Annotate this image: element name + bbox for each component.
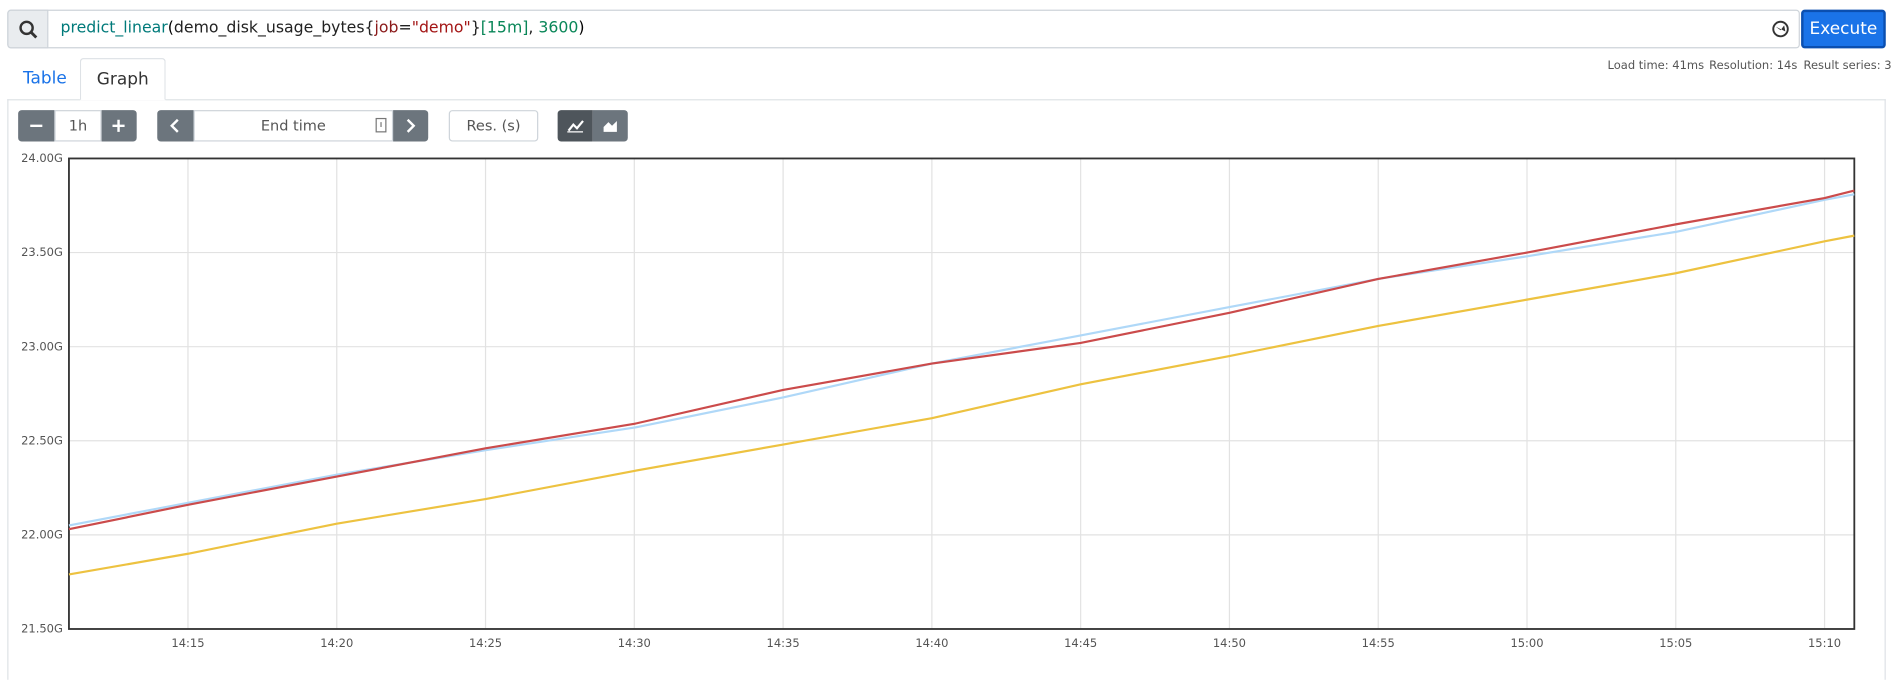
x-tick-label: 15:00: [1510, 636, 1543, 650]
query-token: "demo": [411, 19, 471, 38]
resolution-input[interactable]: Res. (s): [448, 110, 539, 142]
search-icon: [7, 9, 49, 49]
stacked-toggle[interactable]: [592, 110, 628, 142]
x-tick-label: 14:25: [469, 636, 502, 650]
query-input[interactable]: predict_linear(demo_disk_usage_bytes{job…: [60, 10, 584, 49]
tab[interactable]: Table: [22, 68, 67, 89]
chart: 21.50G 22.00G 22.50G 23.00G 23.50G 24.00G 14:1…: [21, 151, 1856, 650]
x-tick-label: 15:05: [1659, 636, 1692, 650]
series-line: [68, 193, 1855, 527]
icon: [19, 20, 38, 39]
lines-toggle[interactable]: [557, 110, 593, 142]
x-tick-label: 15:10: [1808, 636, 1841, 650]
series-line: [68, 234, 1855, 576]
stat: Resolution: 14s: [1709, 59, 1798, 73]
execute-button[interactable]: Execute: [1801, 9, 1886, 49]
decrease-range-button[interactable]: [18, 110, 55, 142]
end-time-input[interactable]: End time: [193, 110, 394, 142]
x-tick-label: 14:35: [767, 636, 800, 650]
next-button[interactable]: [393, 110, 429, 142]
y-tick-label: 22.50G: [21, 433, 63, 447]
y-tick-label: 23.00G: [21, 339, 63, 353]
query-token: }: [470, 19, 481, 38]
stat: Load time: 41ms: [1607, 59, 1705, 73]
series-line: [68, 189, 1855, 531]
y-tick-label: 21.50G: [21, 622, 63, 636]
query-token: [15m]: [480, 19, 529, 38]
y-tick-label: 24.00G: [21, 151, 63, 165]
query-token: job: [374, 19, 399, 38]
x-tick-label: 14:50: [1213, 636, 1246, 650]
range-input[interactable]: 1h: [54, 110, 102, 142]
x-tick-label: 14:30: [618, 636, 651, 650]
y-tick-label: 23.50G: [21, 245, 63, 259]
query-token: predict_linear: [60, 19, 168, 38]
x-tick-label: 14:40: [915, 636, 948, 650]
increase-range-button[interactable]: [101, 110, 137, 142]
metrics-explorer-icon[interactable]: [1770, 18, 1792, 40]
y-tick-label: 22.00G: [21, 528, 63, 542]
x-tick-label: 14:45: [1064, 636, 1097, 650]
query-token: =: [398, 19, 412, 38]
x-tick-label: 14:20: [320, 636, 353, 650]
query-token: demo_disk_usage_bytes: [173, 19, 365, 38]
plot-border: [68, 157, 1856, 630]
x-tick-label: 14:55: [1362, 636, 1395, 650]
query-token: (: [167, 19, 174, 38]
query-token: ,: [528, 19, 539, 38]
calendar-icon[interactable]: [375, 117, 387, 134]
stat: Result series: 3: [1803, 59, 1892, 73]
previous-button[interactable]: [157, 110, 194, 142]
x-tick-label: 14:15: [171, 636, 204, 650]
query-token: ): [578, 19, 585, 38]
panel: [7, 99, 1886, 680]
tab-active[interactable]: Graph: [79, 58, 166, 101]
query-token: {: [364, 19, 375, 38]
query-token: 3600: [538, 19, 579, 38]
